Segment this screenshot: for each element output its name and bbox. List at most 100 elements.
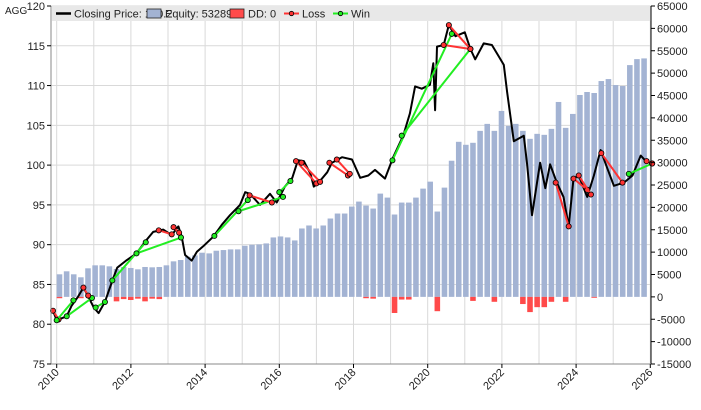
drawdown-bar [56,296,63,299]
equity-bar [249,244,255,297]
left-tick-label: 115 [27,41,45,53]
equity-bar [206,253,212,297]
equity-bar [127,267,134,297]
win-trade-marker [211,232,218,239]
loss-trade-marker [298,159,305,166]
equity-bar [591,92,597,297]
x-tick-label: 2018 [333,367,359,393]
x-tick-label: 2024 [555,367,581,393]
left-tick-label: 75 [33,359,45,371]
win-trade-marker [448,30,455,37]
equity-bar [527,138,533,297]
equity-bar [619,86,626,297]
legend-box-swatch [146,8,162,19]
drawdown-bars [56,296,597,313]
x-tick-label: 2012 [110,367,136,393]
win-trade-line [391,33,453,161]
equity-bar [106,266,113,297]
legend-label-loss: Loss [302,9,326,21]
win-trade-marker [109,277,116,284]
equity-bar [484,123,491,297]
equity-bar [163,265,170,297]
equity-bar [263,243,270,297]
loss-trade-marker [49,307,56,314]
equity-bar [149,267,155,297]
drawdown-bar [562,296,569,302]
drawdown-bar [391,296,398,313]
loss-trade-marker [80,284,87,291]
loss-trade-marker [292,158,299,165]
drawdown-bar [398,296,405,300]
loss-trade-marker [445,22,452,29]
right-tick-label: 35000 [657,135,688,147]
equity-bar [555,101,562,297]
right-tick-label: 15000 [657,225,688,237]
loss-trade-marker [649,160,656,167]
loss-trade-line [554,182,570,227]
loss-trade-marker [570,175,577,182]
right-tick-label: 40000 [657,113,688,125]
drawdown-bar [120,296,127,300]
drawdown-bar [127,296,134,301]
loss-trade-line [600,152,624,184]
equity-bar [398,202,405,297]
drawdown-bar [470,296,476,301]
equity-bar [406,202,412,297]
equity-bar [177,260,184,297]
loss-trade-line [577,174,592,196]
loss-trade-line [328,161,349,177]
equity-bar [534,133,540,297]
win-trade-line [55,299,75,321]
equity-bar [199,252,205,297]
equity-bar [227,249,234,297]
drawdown-bar [142,296,148,302]
right-tick-label: 55000 [657,46,688,58]
equity-bar [498,110,505,297]
loss-trade-marker [326,159,333,166]
equity-bar [327,218,334,297]
equity-bar [192,255,198,297]
loss-trade-line [448,24,472,50]
price-line [52,24,653,322]
x-tick-label: 2014 [184,367,210,393]
equity-bar [334,213,341,297]
equity-bar [641,58,647,297]
equity-bar [420,188,426,297]
right-tick-label: -15000 [657,359,691,371]
equity-bar [634,59,640,297]
right-tick-label: -10000 [657,337,691,349]
equity-bar [284,237,291,297]
drawdown-bar [156,296,163,300]
drawdown-bar [113,296,120,302]
x-tick-label: 2020 [407,367,433,393]
equity-bar [384,197,391,297]
drawdown-bar [135,296,141,299]
drawdown-bar [527,296,533,313]
loss-trade-marker [440,41,447,48]
equity-bar [356,201,362,297]
equity-bar [598,81,605,297]
loss-trade-marker [268,199,275,206]
equity-bar [120,266,127,297]
win-trade-marker [53,317,60,324]
right-tick-label: -5000 [657,314,685,326]
loss-trade-marker [575,172,582,179]
legend-band [52,6,651,21]
loss-trade-marker [552,179,559,186]
drawdown-bar [370,296,376,299]
loss-trade-marker [333,156,340,163]
drawdown-bar [534,296,540,308]
equity-bar [505,125,512,297]
equity-bar [448,160,455,297]
win-trade-marker [235,208,242,215]
equity-bar [313,228,319,297]
loss-trade-marker [598,150,605,157]
equity-bar [455,141,462,297]
equity-bar [256,244,262,297]
left-tick-label: 110 [27,81,45,93]
equity-bar [234,249,241,297]
equity-bar [341,213,348,297]
equity-bar [156,266,163,297]
